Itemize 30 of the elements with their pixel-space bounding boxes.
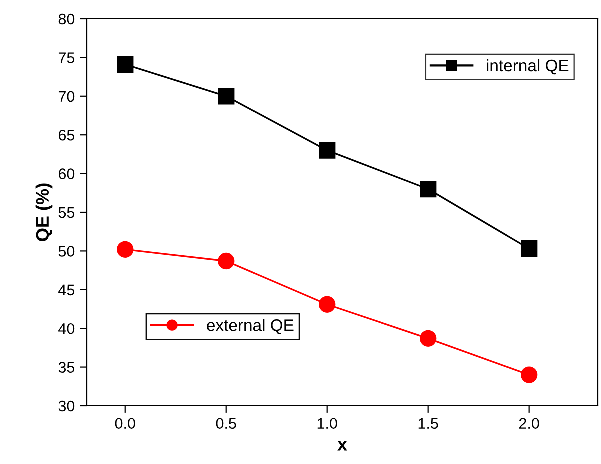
legend-label: internal QE: [487, 59, 569, 75]
y-tick-label: 80: [58, 14, 75, 25]
y-axis-title: QE (%): [36, 184, 53, 242]
y-tick-label: 70: [58, 91, 75, 102]
x-tick-label: 0.5: [216, 418, 236, 430]
point: [117, 56, 134, 73]
point: [420, 330, 437, 347]
point: [420, 180, 437, 198]
y-tick-label: 35: [58, 362, 75, 373]
point: [218, 252, 235, 270]
x-axis-title: x: [338, 441, 348, 451]
point: [520, 240, 538, 258]
x-tick-label: 0.0: [115, 418, 136, 430]
y-tick-label: 60: [58, 168, 75, 180]
y-tick-label: 65: [58, 130, 75, 141]
y-tick-label: 30: [58, 400, 75, 412]
point: [117, 241, 134, 258]
y-tick-label: 45: [58, 284, 75, 296]
y-tick-label: 50: [58, 246, 75, 257]
point: [218, 88, 235, 105]
y-tick-label: 55: [58, 208, 75, 218]
legend-label: external QE: [207, 319, 294, 334]
y-tick-label: 75: [58, 52, 75, 64]
x-tick-label: 1.5: [418, 418, 438, 430]
x-tick-label: 2.0: [519, 418, 540, 430]
point: [520, 366, 538, 384]
point: [319, 296, 336, 313]
y-tick-label: 40: [58, 323, 75, 334]
point: [319, 142, 336, 159]
x-tick-label: 1.0: [318, 418, 338, 430]
